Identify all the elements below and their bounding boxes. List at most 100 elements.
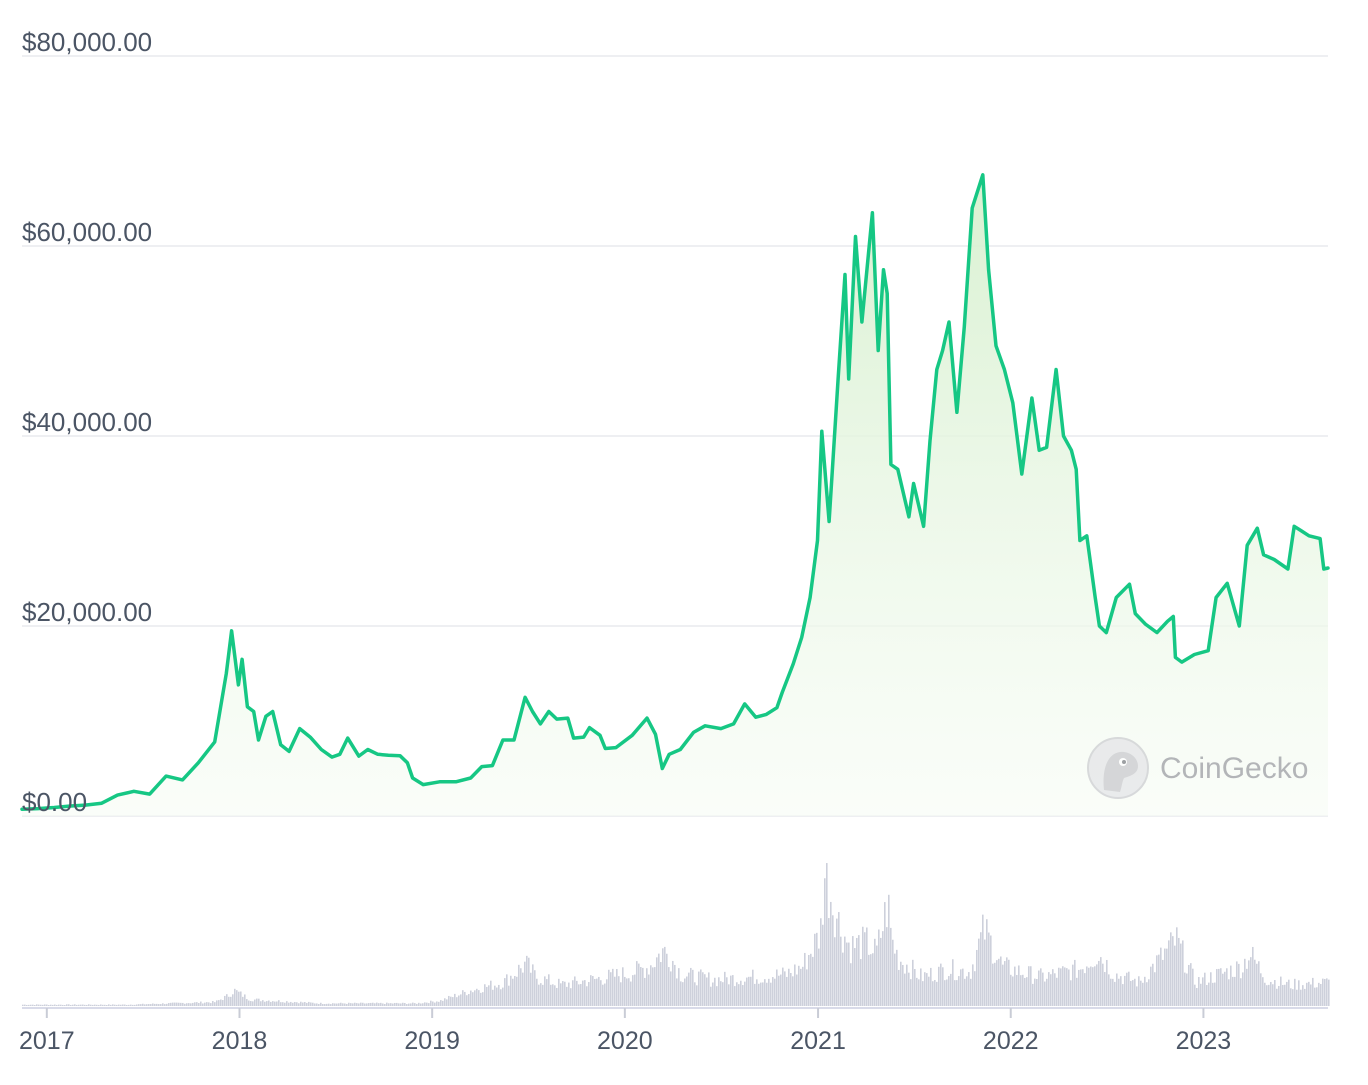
volume-bar: [810, 953, 812, 1006]
volume-bar: [1302, 985, 1304, 1006]
volume-bar: [1328, 979, 1330, 1006]
volume-bar: [664, 946, 666, 1006]
volume-bar: [532, 964, 534, 1006]
volume-bar: [1232, 976, 1234, 1006]
volume-bar: [352, 1003, 354, 1006]
volume-bar: [460, 994, 462, 1006]
volume-bar: [696, 985, 698, 1006]
volume-bar: [22, 1004, 24, 1006]
volume-bar: [1114, 981, 1116, 1006]
volume-bar: [756, 979, 758, 1006]
volume-bar: [816, 932, 818, 1006]
volume-bar: [828, 918, 830, 1006]
volume-bar: [1122, 984, 1124, 1006]
volume-bar: [1068, 969, 1070, 1006]
volume-bar: [932, 981, 934, 1006]
volume-bar: [934, 979, 936, 1006]
volume-bar: [30, 1004, 32, 1006]
volume-bar: [570, 988, 572, 1006]
volume-bar: [1234, 976, 1236, 1006]
price-line-layer: [20, 173, 1330, 811]
volume-bar: [436, 1001, 438, 1006]
volume-bar: [808, 955, 810, 1006]
volume-bar: [142, 1003, 144, 1006]
volume-bar: [1164, 948, 1166, 1006]
volume-bar: [882, 931, 884, 1006]
volume-bar: [918, 979, 920, 1006]
volume-bar: [422, 1003, 424, 1006]
volume-bar: [66, 1004, 68, 1006]
volume-bar: [456, 997, 458, 1006]
volume-bar: [1078, 969, 1080, 1006]
volume-bar: [1024, 977, 1026, 1006]
volume-bar: [874, 938, 876, 1006]
volume-bar: [410, 1003, 412, 1006]
volume-bar: [978, 938, 980, 1006]
volume-bar: [1308, 981, 1310, 1006]
volume-bar: [748, 976, 750, 1006]
volume-bar: [600, 980, 602, 1006]
volume-bar: [1030, 966, 1032, 1006]
volume-bar: [772, 977, 774, 1006]
volume-bar: [850, 963, 852, 1006]
volume-bar: [252, 1001, 254, 1006]
volume-bar: [336, 1003, 338, 1006]
volume-bar: [198, 1003, 200, 1006]
volume-bar: [442, 1000, 444, 1006]
volume-bar: [488, 985, 490, 1006]
volume-bar: [1278, 985, 1280, 1006]
volume-bar: [284, 1002, 286, 1006]
volume-bar: [984, 939, 986, 1006]
volume-bar: [1324, 978, 1326, 1006]
volume-bar: [468, 994, 470, 1006]
volume-bar: [1146, 982, 1148, 1006]
volume-bar: [832, 915, 834, 1006]
volume-bar: [240, 991, 242, 1006]
volume-bar: [548, 974, 550, 1006]
volume-bar: [186, 1003, 188, 1006]
volume-bar: [392, 1003, 394, 1006]
volume-bar: [578, 984, 580, 1006]
volume-bar: [70, 1004, 72, 1006]
volume-bar: [174, 1002, 176, 1006]
volume-bar: [242, 996, 244, 1006]
volume-bar: [1202, 977, 1204, 1006]
volume-bar: [1310, 984, 1312, 1006]
y-axis: $0.00 $20,000.00 $40,000.00 $60,000.00 $80,0…: [22, 27, 152, 817]
volume-bar: [1100, 957, 1102, 1006]
volume-bar: [484, 984, 486, 1006]
volume-bar: [438, 1001, 440, 1006]
volume-bar: [1048, 972, 1050, 1006]
volume-bar: [214, 1002, 216, 1006]
volume-bar: [188, 1003, 190, 1006]
volume-bar: [176, 1002, 178, 1006]
volume-bar: [1274, 980, 1276, 1006]
volume-bar: [466, 995, 468, 1006]
volume-bar: [1286, 981, 1288, 1006]
volume-bar: [396, 1002, 398, 1006]
volume-bar: [776, 969, 778, 1006]
volume-bar: [834, 937, 836, 1006]
volume-bar: [150, 1004, 152, 1006]
volume-bar: [1086, 966, 1088, 1006]
volume-bar: [292, 1002, 294, 1006]
volume-bar: [1300, 989, 1302, 1006]
volume-bar: [106, 1005, 108, 1006]
volume-bar: [564, 981, 566, 1006]
volume-bar: [614, 976, 616, 1006]
volume-bar: [794, 964, 796, 1006]
y-tick-label: $80,000.00: [22, 27, 152, 57]
volume-bar: [308, 1001, 310, 1006]
volume-bar: [478, 990, 480, 1006]
volume-bar: [864, 932, 866, 1006]
volume-bar: [1260, 973, 1262, 1006]
volume-bar: [788, 968, 790, 1006]
volume-bar: [50, 1004, 52, 1006]
volume-bar: [74, 1004, 76, 1006]
volume-bar: [1092, 967, 1094, 1006]
volume-bar: [80, 1004, 82, 1006]
volume-bar: [1060, 968, 1062, 1006]
volume-bar: [272, 1001, 274, 1006]
volume-bar: [228, 996, 230, 1006]
